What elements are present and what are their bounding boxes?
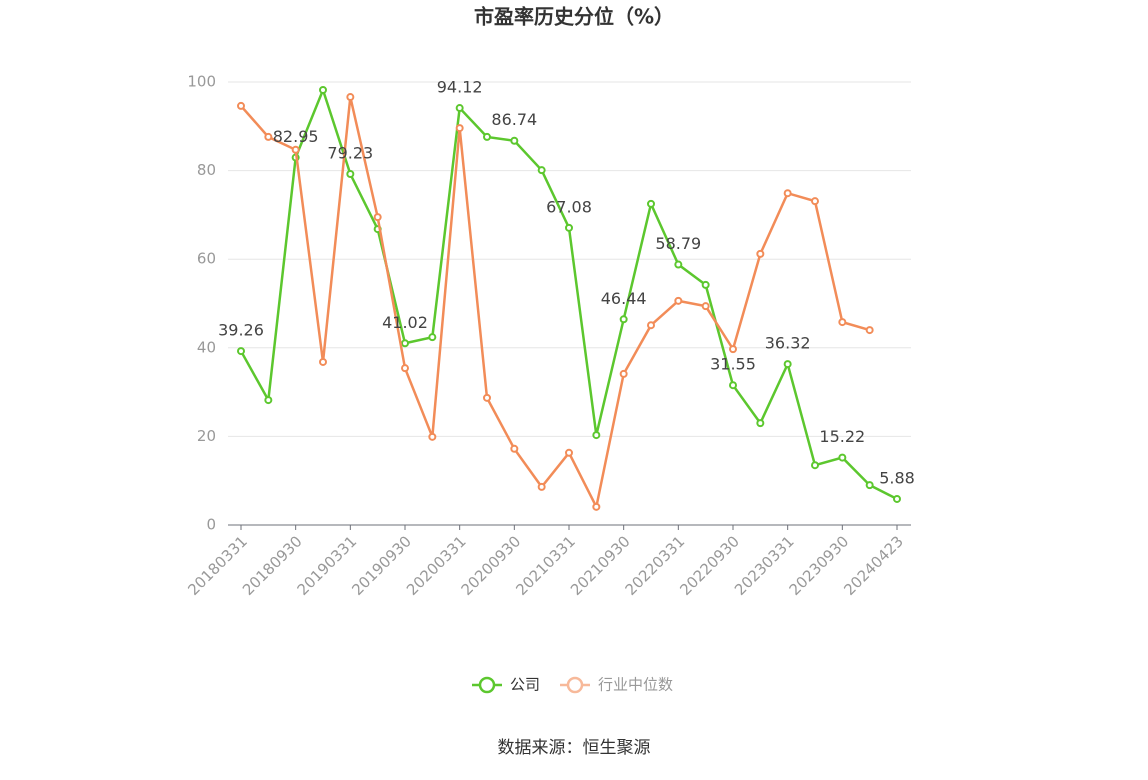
data-label: 86.74 [491,110,537,129]
point [811,461,819,470]
point [756,419,765,428]
legend-marker [566,676,584,694]
source: 数据来源：恒生聚源 [498,738,651,758]
data-label: 15.22 [819,427,865,446]
point [701,280,710,289]
point [237,347,245,356]
point [346,93,355,102]
point [264,132,273,141]
point [756,249,765,258]
data-label: 58.79 [655,234,701,253]
point [319,357,327,366]
y-tick-label: 100 [187,73,216,91]
data-label: 79.23 [327,144,373,163]
point [510,136,519,145]
point [510,444,519,453]
point [319,85,327,94]
point [346,170,355,179]
legend-label: 行业中位数 [598,676,673,694]
point [619,369,628,378]
point [647,321,655,330]
point [483,393,491,402]
point [783,189,792,198]
data-label: 82.95 [273,127,319,146]
data-label: 39.26 [218,321,264,340]
point [811,197,819,206]
point [674,296,683,305]
data-label: 67.08 [546,197,592,216]
point [373,213,382,222]
data-label: 5.88 [879,468,915,487]
point [592,431,601,440]
data-label: 31.55 [710,355,756,374]
point [483,132,491,141]
point [893,494,901,503]
data-label: 36.32 [765,334,811,353]
point [291,145,300,154]
data-label: 46.44 [601,289,647,308]
point [428,432,437,441]
point [865,481,874,490]
point [838,318,847,327]
y-tick-label: 20 [197,427,216,445]
point [455,124,464,133]
point [237,101,245,110]
y-tick-label: 40 [197,338,216,356]
data-label: 41.02 [382,313,428,332]
point [701,302,710,311]
data-label: 94.12 [437,78,483,97]
point [783,360,792,369]
point [565,448,573,457]
legend-marker [478,676,496,694]
legend-label: 公司 [510,676,540,694]
point [619,315,628,324]
y-tick-label: 0 [206,516,216,534]
y-tick-label: 80 [197,161,216,179]
point [674,260,683,269]
point [865,326,874,335]
point [401,339,409,348]
point [647,199,655,208]
y-tick-label: 60 [197,250,216,268]
series-line [240,96,871,511]
point [428,333,437,342]
point [565,223,573,232]
point [537,166,546,175]
x-tick-label: 20240423 [840,532,907,599]
point [455,104,464,113]
point [401,364,409,373]
point [729,345,737,354]
point [264,396,273,405]
point [537,482,546,491]
point [729,381,737,390]
point [592,502,601,511]
point [838,453,847,462]
chart-title: 市盈率历史分位（%） [474,5,674,29]
